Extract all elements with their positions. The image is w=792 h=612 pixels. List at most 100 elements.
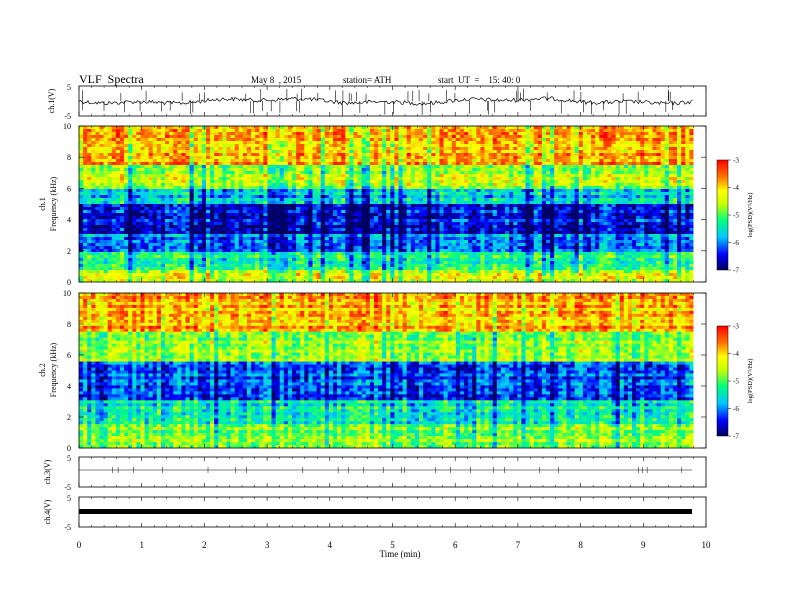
spec-cell: [373, 192, 379, 196]
spec-cell: [689, 174, 694, 178]
spec-cell: [595, 195, 600, 199]
spec-cell: [476, 198, 481, 202]
spec-cell: [632, 213, 637, 217]
spec-cell: [345, 150, 350, 154]
spec-cell: [263, 135, 268, 139]
spec-cell: [431, 207, 436, 211]
spec-cell: [111, 126, 117, 130]
spec-cell: [586, 168, 592, 172]
spec-cell: [492, 153, 498, 157]
spec-cell: [586, 138, 592, 142]
spec-cell: [152, 171, 158, 175]
spec-cell: [431, 147, 436, 151]
spec-cell: [545, 207, 551, 211]
spec-cell: [672, 210, 678, 214]
spec-cell: [541, 138, 547, 142]
spec-cell: [468, 183, 473, 187]
spec-cell: [361, 201, 367, 205]
spec-cell: [361, 156, 367, 160]
spec-cell: [406, 150, 412, 154]
spec-cell: [443, 189, 448, 193]
spec-cell: [595, 168, 600, 172]
spec-cell: [328, 156, 334, 160]
spec-cell: [242, 126, 248, 130]
spec-cell: [619, 186, 625, 190]
spec-cell: [545, 162, 551, 166]
spec-cell: [345, 135, 350, 139]
spec-cell: [95, 189, 100, 193]
spec-cell: [394, 174, 399, 178]
spec-cell: [443, 156, 448, 160]
spec-cell: [550, 126, 555, 130]
spec-cell: [259, 153, 264, 157]
spec-cell: [566, 204, 571, 208]
spec-cell: [205, 201, 211, 205]
spec-cell: [406, 189, 412, 193]
spec-cell: [435, 195, 440, 199]
spec-cell: [439, 171, 444, 175]
spec-cell: [615, 141, 621, 145]
spec-cell: [603, 180, 608, 184]
spec-cell: [578, 138, 584, 142]
spec-cell: [386, 135, 391, 139]
spec-cell: [328, 180, 334, 184]
spec-cell: [124, 213, 129, 217]
spec-cell: [509, 186, 514, 190]
spec-cell: [431, 183, 436, 187]
spec-cell: [558, 204, 563, 208]
spec-cell: [554, 183, 559, 187]
spec-cell: [558, 144, 563, 148]
spec-cell: [496, 132, 502, 136]
spec-cell: [656, 204, 661, 208]
spec-cell: [160, 168, 166, 172]
spec-cell: [681, 180, 686, 184]
spec-cell: [259, 162, 264, 166]
spec-cell: [591, 138, 596, 142]
spec-cell: [562, 198, 567, 202]
spec-cell: [255, 222, 260, 226]
spec-cell: [632, 144, 637, 148]
spec-cell: [611, 198, 616, 202]
spec-cell: [459, 210, 465, 214]
spec-cell: [468, 216, 473, 220]
spec-cell: [165, 129, 170, 133]
spec-cell: [275, 153, 281, 157]
spec-cell: [91, 147, 96, 151]
spec-cell: [476, 219, 481, 223]
spec-cell: [656, 192, 661, 196]
spec-cell: [480, 192, 485, 196]
spec-cell: [263, 150, 268, 154]
spec-cell: [230, 132, 235, 136]
spec-cell: [525, 219, 530, 223]
spec-cell: [402, 150, 408, 154]
spec-cell: [345, 180, 350, 184]
spec-cell: [345, 192, 350, 196]
spec-cell: [197, 132, 203, 136]
spec-cell: [525, 174, 530, 178]
spec-cell: [332, 174, 338, 178]
spec-cell: [537, 138, 543, 142]
spec-cell: [91, 156, 96, 160]
spec-cell: [640, 153, 645, 157]
spec-cell: [373, 219, 379, 223]
spec-cell: [353, 150, 358, 154]
spec-cell: [210, 213, 215, 217]
spec-cell: [533, 192, 539, 196]
spec-cell: [586, 132, 592, 136]
spec-cell: [500, 204, 506, 208]
spec-cell: [611, 177, 616, 181]
spec-cell: [148, 201, 154, 205]
spec-cell: [283, 159, 289, 163]
spec-cell: [267, 138, 272, 142]
spec-cell: [304, 147, 309, 151]
spec-cell: [140, 174, 145, 178]
spec-cell: [214, 165, 219, 169]
spec-cell: [341, 183, 346, 187]
spec-cell: [447, 195, 453, 199]
spec-cell: [525, 171, 530, 175]
spec-cell: [451, 162, 457, 166]
spec-cell: [509, 219, 514, 223]
spec-cell: [402, 162, 408, 166]
spec-cell: [156, 210, 162, 214]
spec-cell: [152, 156, 158, 160]
